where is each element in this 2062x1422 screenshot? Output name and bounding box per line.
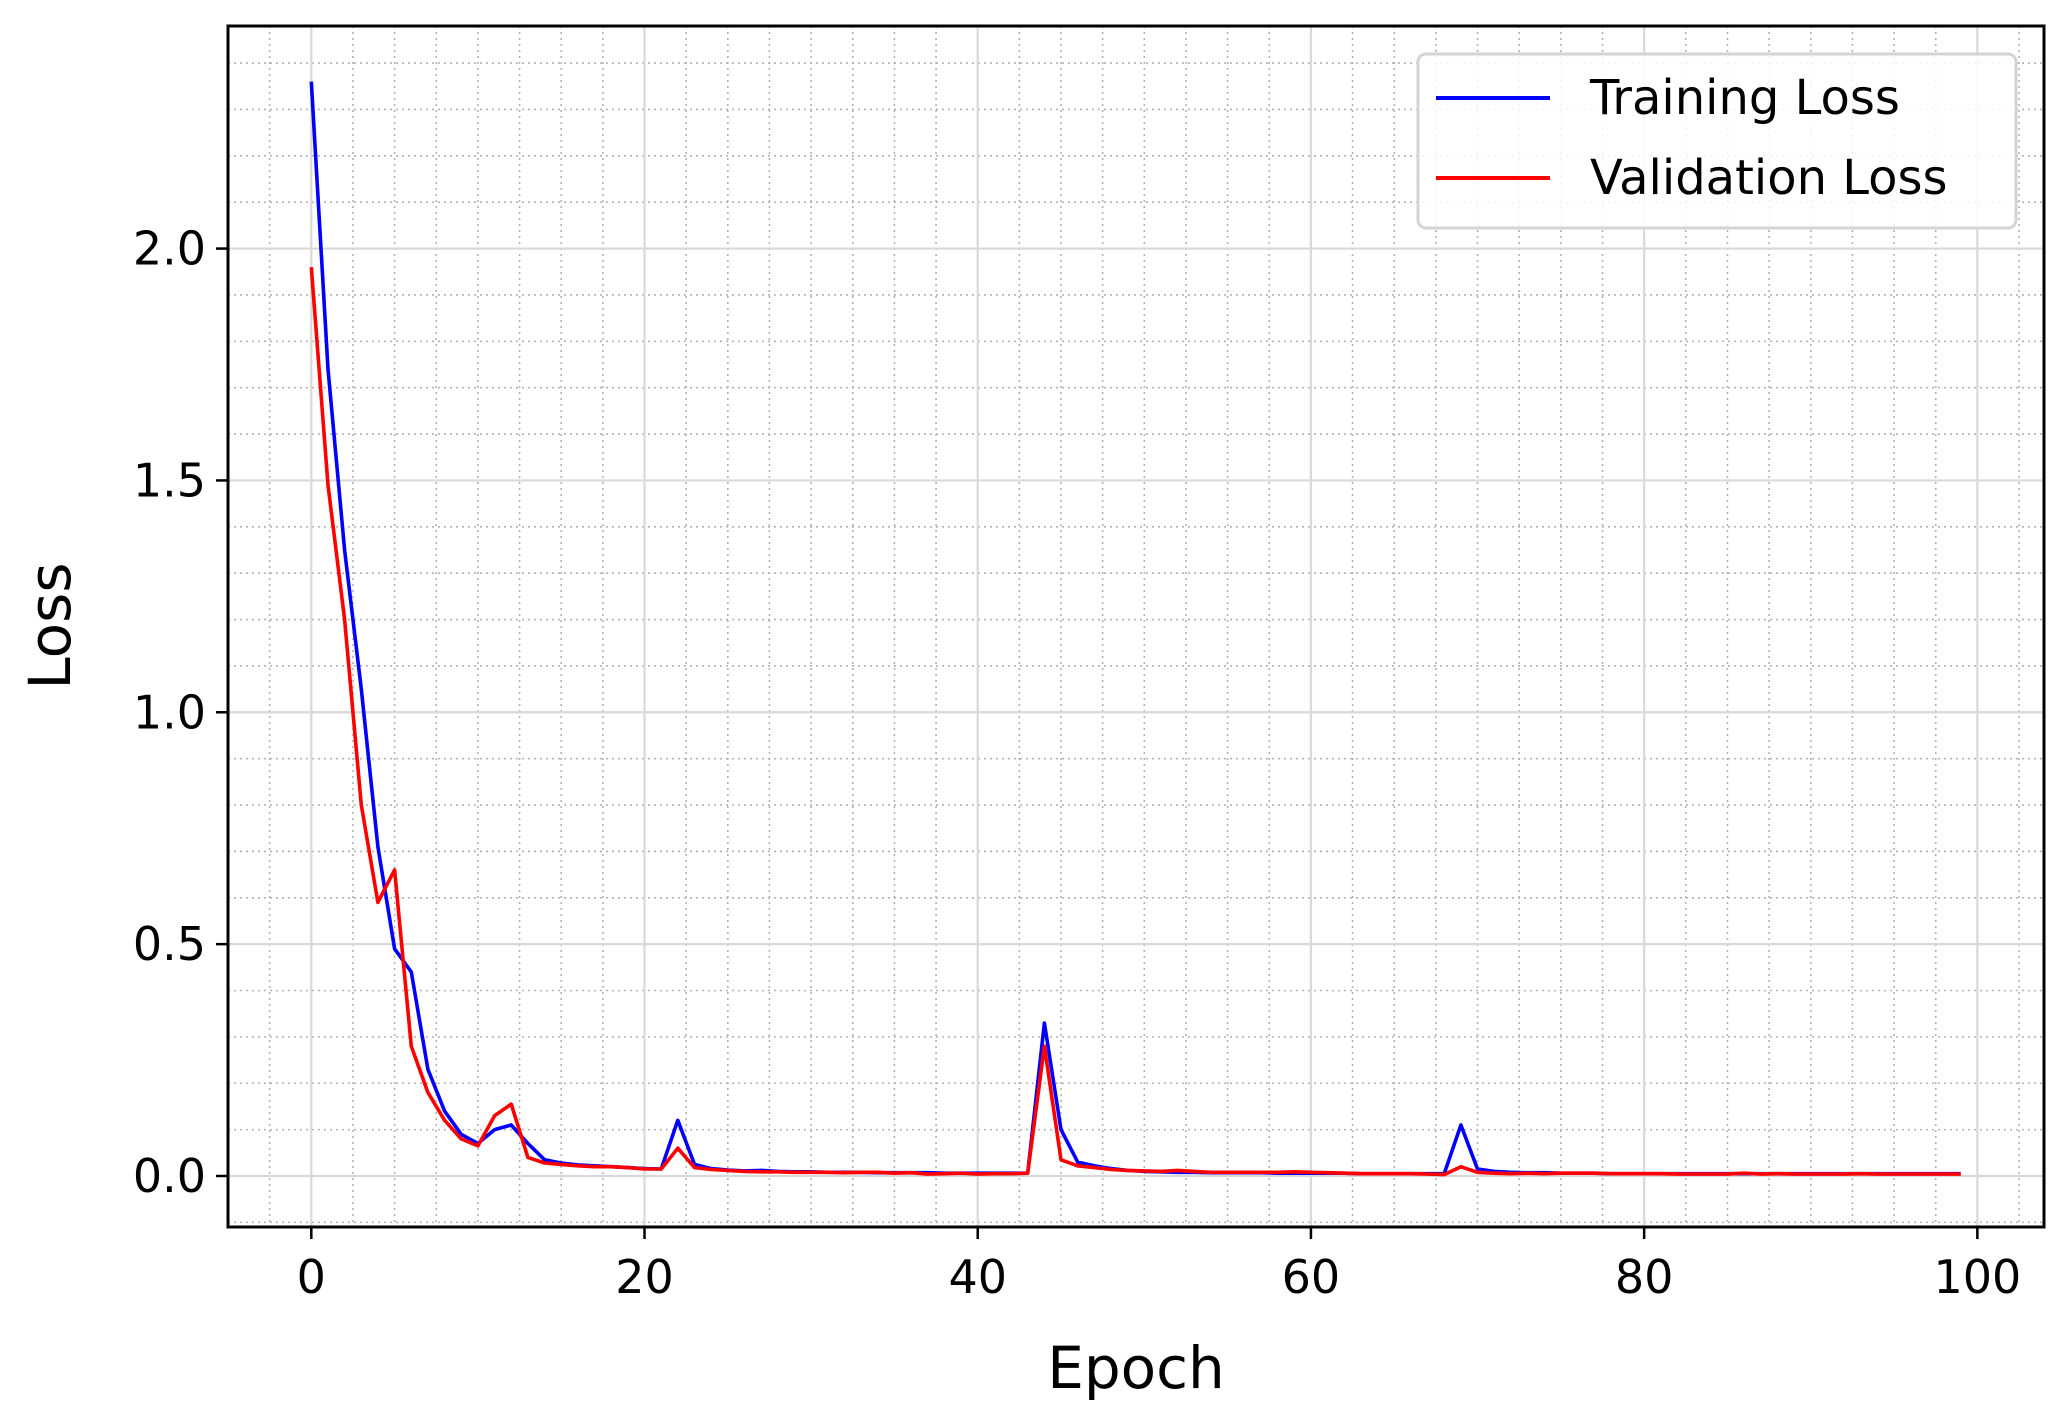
x-tick-label: 60 — [1282, 1250, 1341, 1304]
legend-box — [1416, 52, 2018, 230]
x-tick-label: 0 — [297, 1250, 326, 1304]
y-tick-label: 1.5 — [133, 453, 206, 507]
x-tick-label: 100 — [1933, 1250, 2021, 1304]
y-tick-label: 0.5 — [133, 917, 206, 971]
y-axis: 0.0 0.5 1.0 1.5 2.0 — [133, 222, 228, 1203]
x-tick-label: 40 — [948, 1250, 1007, 1304]
y-tick-label: 2.0 — [133, 222, 206, 276]
major-grid — [228, 26, 2044, 1227]
legend-label-training-loss: Training Loss — [1589, 70, 1900, 126]
y-tick-label: 0.0 — [133, 1149, 206, 1203]
y-axis-label: Loss — [16, 562, 84, 689]
y-tick-label: 1.0 — [133, 685, 206, 739]
x-tick-label: 80 — [1615, 1250, 1674, 1304]
x-axis-label: Epoch — [1047, 1334, 1225, 1402]
plot-frame — [226, 24, 2046, 1229]
minor-grid — [227, 26, 2044, 1227]
series-line-validation-loss — [309, 266, 1961, 1177]
legend-label-validation-loss: Validation Loss — [1590, 150, 1948, 206]
legend: Training Loss Validation Loss — [1416, 52, 2018, 230]
x-tick-label: 20 — [615, 1250, 674, 1304]
x-axis: 0 20 40 60 80 100 — [297, 1227, 2021, 1304]
series-layer — [309, 81, 1961, 1177]
